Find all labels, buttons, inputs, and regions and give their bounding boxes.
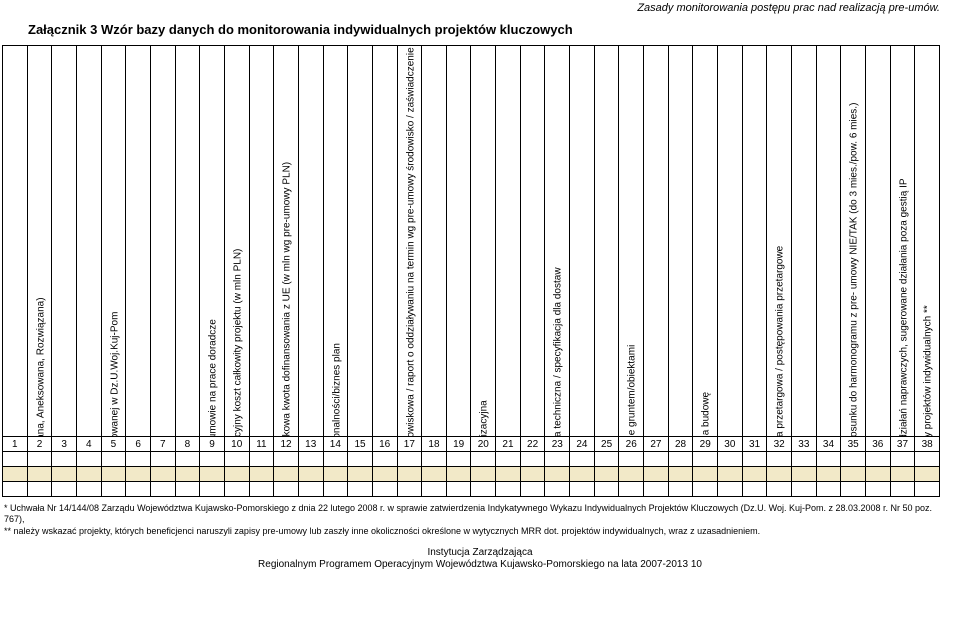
col-header: wg opublikowanej listy projektów * Szacu… [281,233,293,436]
col-header: Nazwa projektu wg listy projektów opubli… [109,233,121,436]
col-num: 11 [249,437,274,452]
col-header: Lp [10,233,22,436]
col-header: termin wg pre-umowy [429,233,441,436]
col-header: Nazwa beneficjenta (partnerzy) [134,233,146,436]
header-right: Zasady monitorowania postępu prac nad re… [637,2,940,14]
col-num: 5 [101,437,126,452]
col-num: 31 [742,437,767,452]
col-num: 21 [496,437,521,452]
col-num: 38 [915,437,940,452]
col-header: nr, nazwa/zakres dokumentu pozwolenie na… [701,233,713,436]
col-header: termin wg pre-umowy [799,233,811,436]
col-header: termin wg pre-umowy [725,233,737,436]
col-header: termin wg pre-umowy [651,233,663,436]
col-header: Podjęte działania naprawcze, propozycje … [898,233,910,436]
col-header: termin wg pre-umowy [503,233,515,436]
col-header: Faktyczna [183,233,195,436]
col-header: nr, nazwa/zakres dokumentu dokumentacja … [775,233,787,436]
header-row: Lp Status pre-umowy (Podpisana, Niepodpi… [3,46,940,437]
col-header: Rekomendacje do usunięcia projektu z lis… [923,233,935,436]
col-header: termin wg informacji beneficjenta [380,233,392,436]
col-num: 16 [372,437,397,452]
col-header: nr, nazwa/zakres dokumentu dysponowanie … [627,233,639,436]
col-num: 9 [200,437,225,452]
col-num: 15 [348,437,373,452]
col-num: 28 [668,437,693,452]
table-row [3,482,940,497]
col-num: 22 [520,437,545,452]
col-num: 35 [841,437,866,452]
col-num: 8 [175,437,200,452]
col-header: termin wg informacji beneficjenta [676,233,688,436]
col-num: 17 [397,437,422,452]
col-num: 3 [52,437,77,452]
number-row: 1 2 3 4 5 6 7 8 9 10 11 12 13 14 15 16 1… [3,437,940,452]
col-header: nr, nazwa/zakres dokumentu studium wykon… [331,233,343,436]
col-header: termin wg informacji beneficjenta [528,233,540,436]
col-num: 23 [545,437,570,452]
col-header: termin wg informacji beneficjenta [602,233,614,436]
col-header: wg pre-umowy [257,233,269,436]
col-num: 33 [792,437,817,452]
col-header: Priorytet (numer i nazwa) [60,233,72,436]
col-num: 24 [570,437,595,452]
data-table-wrap: Lp Status pre-umowy (Podpisana, Niepodpi… [0,45,960,497]
col-num: 14 [323,437,348,452]
col-num: 1 [3,437,28,452]
col-header: termin wg pre-umowy [577,233,589,436]
monitoring-table: Lp Status pre-umowy (Podpisana, Niepodpi… [2,45,940,497]
col-header: Działanie (numer i nazwa) [84,233,96,436]
footer-line-2: Regionalnym Programem Operacyjnym Wojewó… [258,559,688,570]
col-num: 32 [767,437,792,452]
footer-line-1: Instytucja Zarządzająca [0,547,960,559]
col-header: Status pre-umowy (Podpisana, Niepodpisan… [35,233,47,436]
table-row [3,467,940,482]
col-header: nr, nazwa/zakres dokumentu dokumentacja … [553,233,565,436]
footnotes: * Uchwała Nr 14/144/08 Zarządu Województ… [0,497,960,539]
col-num: 37 [890,437,915,452]
col-header: wg opublikowanej listy projektów * Orien… [232,233,244,436]
col-header: termin wg informacji beneficjenta [454,233,466,436]
col-num: 27 [644,437,669,452]
col-num: 29 [693,437,718,452]
col-num: 12 [274,437,299,452]
col-num: 2 [27,437,52,452]
page-number: 10 [691,559,702,570]
col-num: 20 [471,437,496,452]
col-num: 7 [150,437,175,452]
col-header: Przyczyna zaistniałych opóźnień [873,233,885,436]
col-header: termin wg informacji beneficjenta [824,233,836,436]
col-header: Opóźnienia w przygotowaniu projektu w st… [849,233,861,436]
col-num: 34 [816,437,841,452]
col-num: 30 [718,437,743,452]
footnote-1: * Uchwała Nr 14/144/08 Zarządu Województ… [4,503,940,526]
col-header: wg pre-umowy [306,233,318,436]
col-header: Planowana Data podpisania pre-umowy [158,233,170,436]
col-num: 36 [865,437,890,452]
page-footer: Instytucja Zarządzająca Regionalnym Prog… [0,539,960,571]
col-header: nr, nazwa/zakres dokumentu decyzja lokal… [479,233,491,436]
col-num: 19 [446,437,471,452]
col-num: 18 [422,437,447,452]
col-header: nr, nazwa/zakres dokumentu decyzja środo… [405,233,417,436]
col-num: 25 [594,437,619,452]
col-num: 26 [619,437,644,452]
col-num: 13 [298,437,323,452]
col-num: 10 [224,437,249,452]
table-row [3,452,940,467]
col-header: termin wg informacji beneficjenta [750,233,762,436]
col-header: Zakres wsparcia zadeklarowanego w pre-um… [208,233,220,436]
col-num: 6 [126,437,151,452]
col-header: termin wg pre-umowy [355,233,367,436]
footnote-2: ** należy wskazać projekty, których bene… [4,526,940,537]
col-num: 4 [76,437,101,452]
